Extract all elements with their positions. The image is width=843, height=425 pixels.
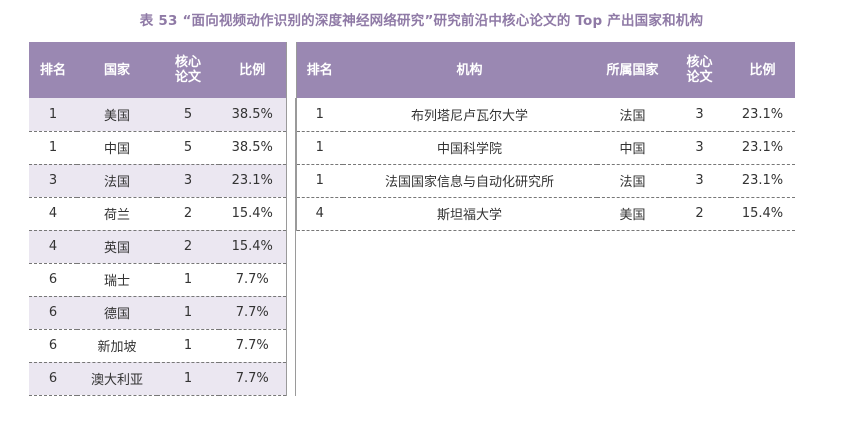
- papers-cell: 2: [668, 197, 731, 231]
- table-row: 1 布列塔尼卢瓦尔大学 法国 3 23.1%: [296, 98, 795, 132]
- country-cell: 美国: [596, 197, 669, 231]
- papers-cell: 5: [157, 98, 219, 132]
- table-row: 1 中国科学院 中国 3 23.1%: [296, 131, 795, 165]
- table-row: 4 斯坦福大学 美国 2 15.4%: [296, 197, 795, 231]
- rank-cell: 4: [296, 197, 343, 231]
- rank-cell: 6: [29, 263, 77, 297]
- country-cell: 德国: [77, 296, 157, 330]
- country-cell: 法国: [77, 164, 157, 198]
- header-rank: 排名: [29, 42, 77, 98]
- country-cell: 瑞士: [77, 263, 157, 297]
- ratio-cell: 23.1%: [730, 98, 795, 132]
- header-core-papers-label: 核心论文: [686, 55, 713, 85]
- header-country: 所属国家: [596, 42, 669, 98]
- header-ratio: 比例: [730, 42, 795, 98]
- rank-cell: 1: [296, 164, 343, 198]
- papers-cell: 2: [157, 197, 219, 231]
- country-table: 排名 国家 核心论文 比例 1 美国 5 38.5% 1 中国 5 38.5% 3 法国 3 23.1…: [29, 42, 287, 396]
- header-core-papers: 核心论文: [157, 42, 219, 98]
- papers-cell: 1: [157, 329, 219, 363]
- ratio-cell: 38.5%: [219, 131, 286, 165]
- ratio-cell: 7.7%: [219, 362, 286, 396]
- country-cell: 中国: [596, 131, 669, 165]
- country-cell: 法国: [596, 164, 669, 198]
- rank-cell: 1: [296, 98, 343, 132]
- divider-line: [295, 98, 296, 396]
- rank-cell: 4: [29, 197, 77, 231]
- country-cell: 荷兰: [77, 197, 157, 231]
- rank-cell: 4: [29, 230, 77, 264]
- table-row: 4 英国 2 15.4%: [29, 230, 286, 264]
- header-core-papers-label: 核心论文: [174, 55, 201, 85]
- papers-cell: 3: [668, 98, 731, 132]
- header-country: 国家: [77, 42, 157, 98]
- ratio-cell: 23.1%: [730, 164, 795, 198]
- papers-cell: 5: [157, 131, 219, 165]
- table-row: 1 中国 5 38.5%: [29, 131, 286, 165]
- institution-cell: 布列塔尼卢瓦尔大学: [342, 98, 597, 132]
- ratio-cell: 15.4%: [219, 197, 286, 231]
- country-cell: 美国: [77, 98, 157, 132]
- country-cell: 法国: [596, 98, 669, 132]
- header-institution: 机构: [342, 42, 597, 98]
- papers-cell: 1: [157, 362, 219, 396]
- papers-cell: 3: [157, 164, 219, 198]
- institution-cell: 中国科学院: [342, 131, 597, 165]
- institution-table-body: 1 布列塔尼卢瓦尔大学 法国 3 23.1% 1 中国科学院 中国 3 23.1% 1 法国国家信息与…: [296, 98, 795, 231]
- country-table-body: 1 美国 5 38.5% 1 中国 5 38.5% 3 法国 3 23.1% 4 荷兰 2 15.4% 4 英国 2…: [29, 98, 286, 396]
- header-ratio: 比例: [219, 42, 286, 98]
- table-row: 1 美国 5 38.5%: [29, 98, 286, 132]
- ratio-cell: 23.1%: [730, 131, 795, 165]
- papers-cell: 1: [157, 263, 219, 297]
- rank-cell: 1: [29, 131, 77, 165]
- institution-table: 排名 机构 所属国家 核心论文 比例 1 布列塔尼卢瓦尔大学 法国 3 23.1% 1 中国…: [296, 42, 795, 231]
- header-rank: 排名: [296, 42, 343, 98]
- papers-cell: 3: [668, 164, 731, 198]
- ratio-cell: 7.7%: [219, 263, 286, 297]
- table-row: 6 德国 1 7.7%: [29, 296, 286, 330]
- ratio-cell: 7.7%: [219, 296, 286, 330]
- country-cell: 新加坡: [77, 329, 157, 363]
- country-cell: 中国: [77, 131, 157, 165]
- ratio-cell: 23.1%: [219, 164, 286, 198]
- country-cell: 澳大利亚: [77, 362, 157, 396]
- papers-cell: 2: [157, 230, 219, 264]
- rank-cell: 1: [29, 98, 77, 132]
- rank-cell: 6: [29, 362, 77, 396]
- rank-cell: 3: [29, 164, 77, 198]
- rank-cell: 6: [29, 296, 77, 330]
- table-row: 3 法国 3 23.1%: [29, 164, 286, 198]
- institution-table-header: 排名 机构 所属国家 核心论文 比例: [296, 42, 795, 98]
- ratio-cell: 7.7%: [219, 329, 286, 363]
- table-row: 6 新加坡 1 7.7%: [29, 329, 286, 363]
- country-cell: 英国: [77, 230, 157, 264]
- institution-cell: 法国国家信息与自动化研究所: [342, 164, 597, 198]
- country-table-header: 排名 国家 核心论文 比例: [29, 42, 286, 98]
- ratio-cell: 15.4%: [730, 197, 795, 231]
- header-core-papers: 核心论文: [668, 42, 731, 98]
- ratio-cell: 38.5%: [219, 98, 286, 132]
- papers-cell: 3: [668, 131, 731, 165]
- papers-cell: 1: [157, 296, 219, 330]
- rank-cell: 6: [29, 329, 77, 363]
- table-title: 表 53 “面向视频动作识别的深度神经网络研究”研究前沿中核心论文的 Top 产…: [139, 13, 704, 29]
- table-row: 1 法国国家信息与自动化研究所 法国 3 23.1%: [296, 164, 795, 198]
- table-row: 6 瑞士 1 7.7%: [29, 263, 286, 297]
- table-row: 4 荷兰 2 15.4%: [29, 197, 286, 231]
- institution-cell: 斯坦福大学: [342, 197, 597, 231]
- rank-cell: 1: [296, 131, 343, 165]
- table-row: 6 澳大利亚 1 7.7%: [29, 362, 286, 396]
- ratio-cell: 15.4%: [219, 230, 286, 264]
